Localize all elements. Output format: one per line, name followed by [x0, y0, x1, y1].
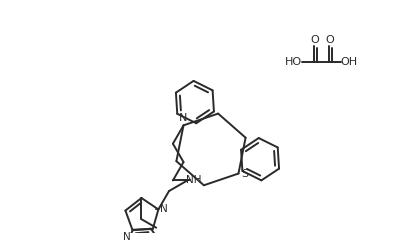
Text: OH: OH [340, 57, 358, 67]
Text: N: N [179, 113, 188, 123]
Text: HO: HO [285, 57, 302, 67]
Text: O: O [310, 35, 319, 45]
Text: N: N [160, 204, 168, 214]
Text: S: S [241, 168, 248, 179]
Text: O: O [326, 35, 335, 45]
Text: NH: NH [186, 175, 202, 185]
Text: N: N [123, 232, 130, 242]
